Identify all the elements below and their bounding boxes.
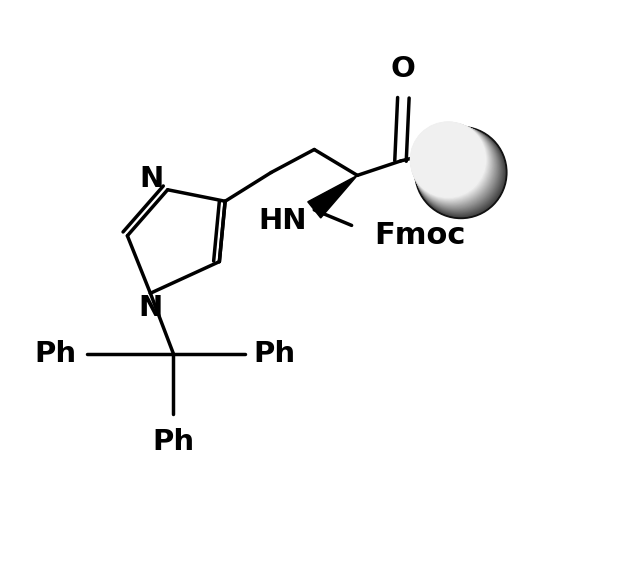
Text: N: N	[140, 166, 164, 193]
Circle shape	[413, 125, 493, 205]
Circle shape	[414, 125, 496, 208]
Circle shape	[415, 127, 501, 213]
Circle shape	[413, 125, 494, 206]
Circle shape	[415, 127, 502, 213]
Circle shape	[417, 128, 505, 217]
Circle shape	[416, 128, 503, 214]
Circle shape	[411, 122, 486, 198]
Text: Fmoc: Fmoc	[374, 221, 466, 250]
Circle shape	[415, 127, 500, 212]
Text: N: N	[138, 294, 163, 321]
Text: Ph: Ph	[152, 428, 195, 457]
Circle shape	[410, 122, 486, 197]
Circle shape	[414, 126, 498, 209]
Circle shape	[411, 122, 487, 198]
Circle shape	[412, 124, 490, 201]
Text: HN: HN	[259, 208, 307, 235]
Circle shape	[413, 124, 493, 205]
Circle shape	[412, 124, 491, 202]
Circle shape	[411, 122, 488, 199]
Text: O: O	[391, 55, 416, 83]
Circle shape	[415, 126, 500, 211]
Circle shape	[412, 124, 490, 202]
Text: Ph: Ph	[254, 340, 296, 367]
Polygon shape	[308, 175, 357, 218]
Circle shape	[412, 124, 492, 203]
Circle shape	[412, 123, 488, 200]
Circle shape	[417, 128, 504, 216]
Circle shape	[413, 124, 492, 204]
Circle shape	[413, 125, 495, 207]
Circle shape	[414, 126, 497, 209]
Circle shape	[416, 128, 502, 214]
Circle shape	[415, 126, 499, 210]
Circle shape	[415, 126, 499, 210]
Circle shape	[415, 126, 507, 218]
Circle shape	[416, 128, 504, 215]
Text: Ph: Ph	[35, 340, 77, 367]
Circle shape	[413, 125, 495, 206]
Circle shape	[412, 123, 489, 201]
